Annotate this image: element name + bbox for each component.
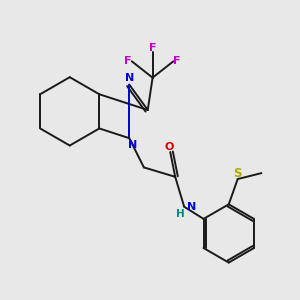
Text: N: N <box>124 73 134 83</box>
Text: F: F <box>173 56 181 66</box>
Text: H: H <box>176 209 185 219</box>
Text: N: N <box>187 202 196 212</box>
Text: F: F <box>149 43 156 53</box>
Text: O: O <box>164 142 173 152</box>
Text: N: N <box>128 140 137 150</box>
Text: F: F <box>124 56 132 66</box>
Text: S: S <box>233 167 242 180</box>
